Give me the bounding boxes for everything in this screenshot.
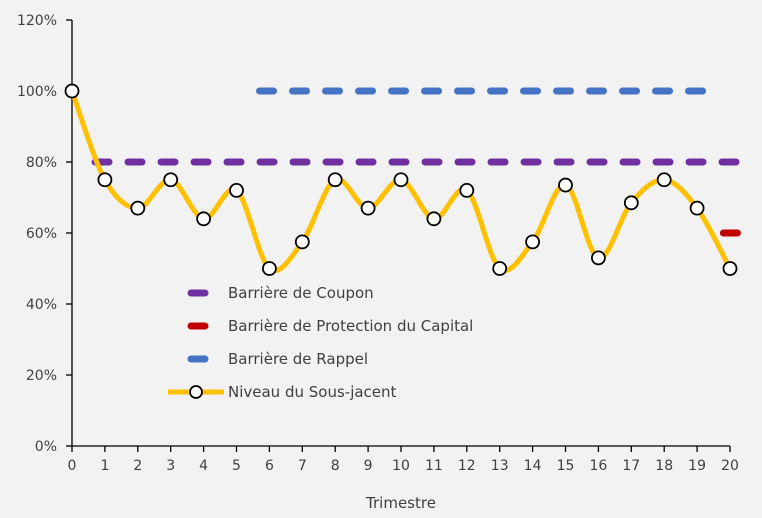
y-tick-label: 120% [17, 13, 57, 29]
x-tick-label: 9 [364, 458, 373, 474]
x-tick-label: 10 [392, 458, 410, 474]
legend: Barrière de Coupon Barrière de Protection… [168, 284, 473, 401]
x-tick-label: 13 [491, 458, 509, 474]
data-point [689, 200, 705, 216]
legend-label: Barrière de Coupon [228, 284, 374, 302]
y-tick-label: 0% [35, 439, 57, 455]
x-tick-label: 3 [166, 458, 175, 474]
data-point [558, 177, 573, 193]
data-point [492, 261, 508, 276]
data-point [327, 172, 343, 188]
data-point [163, 172, 179, 188]
x-tick-label: 14 [524, 458, 542, 474]
x-tick-label: 11 [425, 458, 443, 474]
data-point [393, 172, 409, 188]
legend-marker [189, 385, 203, 399]
data-point [229, 182, 244, 198]
x-tick-label: 5 [232, 458, 241, 474]
data-point [261, 261, 277, 276]
x-tick-label: 0 [68, 458, 77, 474]
y-tick-label: 20% [26, 368, 57, 384]
data-point [130, 200, 146, 216]
x-tick-label: 8 [331, 458, 340, 474]
y-tick-label: 100% [17, 84, 57, 100]
data-point [525, 234, 540, 250]
x-tick-label: 1 [100, 458, 109, 474]
data-point [722, 261, 738, 276]
legend-label: Barrière de Protection du Capital [228, 317, 473, 335]
x-tick-label: 12 [458, 458, 476, 474]
x-tick-label: 16 [589, 458, 607, 474]
x-tick-label: 19 [688, 458, 706, 474]
data-point [97, 172, 113, 188]
data-point [459, 182, 475, 198]
x-tick-label: 6 [265, 458, 274, 474]
data-point [426, 211, 442, 227]
x-tick-label: 18 [655, 458, 673, 474]
y-tick-label: 40% [26, 297, 57, 313]
x-tick-label: 7 [298, 458, 307, 474]
data-point [294, 234, 310, 250]
x-tick-label: 15 [557, 458, 575, 474]
series-layer [64, 83, 744, 276]
y-tick-label: 80% [26, 155, 57, 171]
legend-label: Niveau du Sous-jacent [228, 383, 397, 401]
x-axis-label: Trimestre [365, 494, 436, 512]
data-point [623, 195, 639, 211]
axes: 0%20%40%60%80%100%120%0 1 2 3 4 5 6 7 8 9 10 11 12 13… [17, 13, 739, 474]
x-tick-label: 4 [199, 458, 208, 474]
y-tick-label: 60% [26, 226, 57, 242]
data-point [196, 211, 212, 227]
x-tick-label: 2 [133, 458, 142, 474]
data-point [64, 83, 80, 99]
data-point [656, 172, 672, 188]
x-tick-label: 17 [622, 458, 640, 474]
data-point [360, 200, 376, 216]
legend-label: Barrière de Rappel [228, 350, 368, 368]
data-point [591, 250, 606, 266]
x-tick-label: 20 [721, 458, 739, 474]
